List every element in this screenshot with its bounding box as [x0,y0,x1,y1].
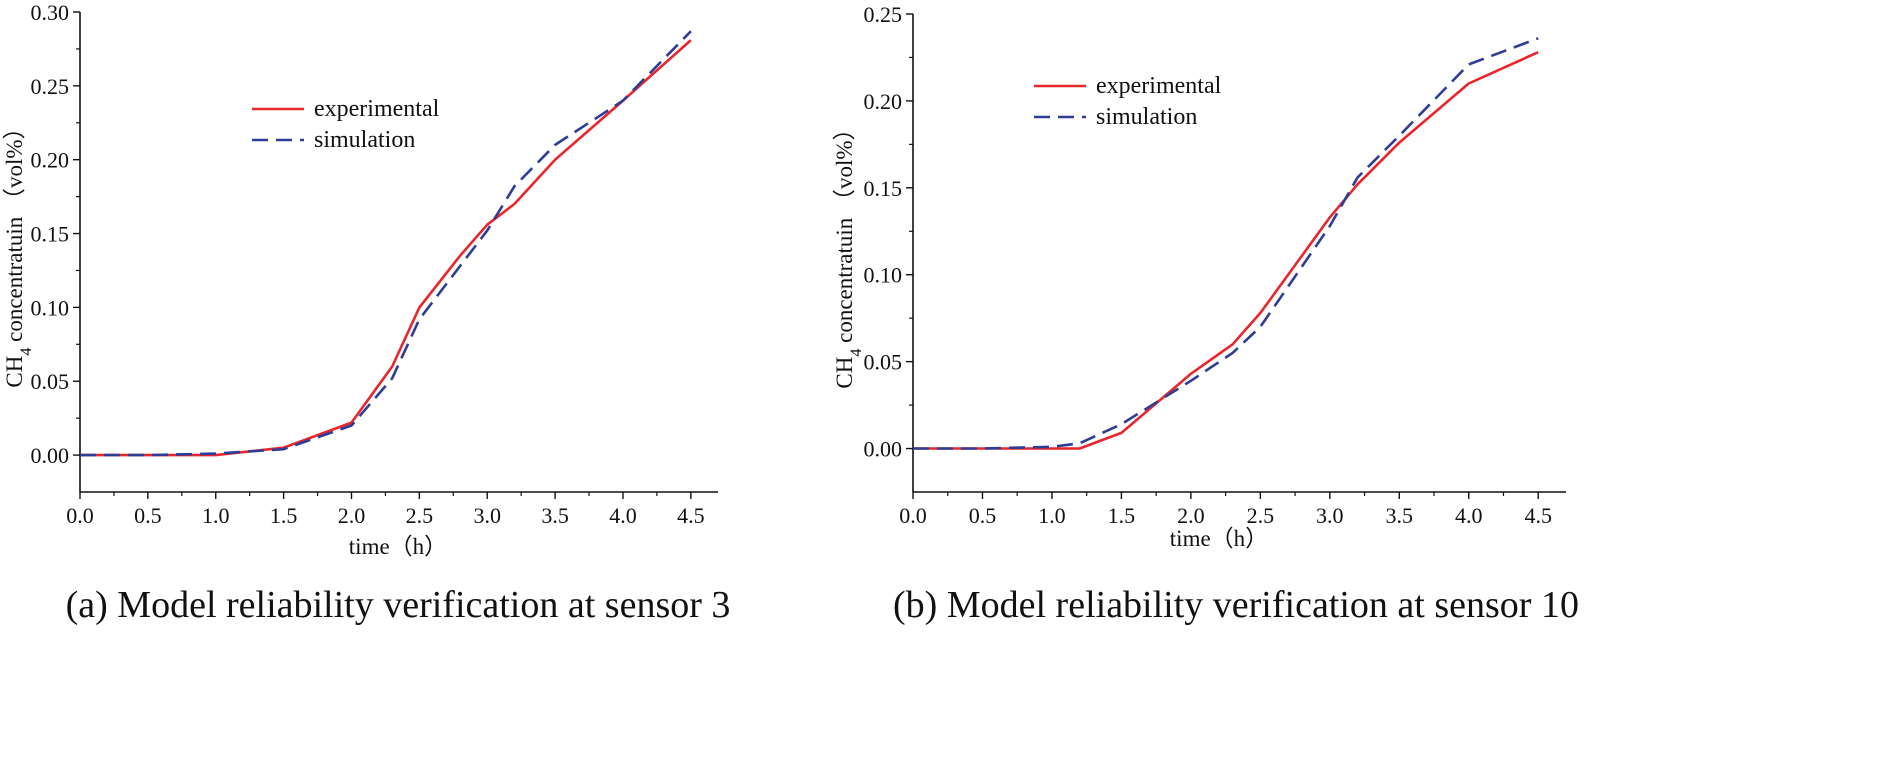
y-axis-label-subscript: 4 [848,349,865,357]
series-line-experimental [80,39,692,457]
x-tick-label: 1.0 [1038,503,1066,528]
y-axis-label-subscript: 4 [18,348,35,356]
panel-caption: (a) Model reliability verification at se… [66,584,731,626]
y-axis-label-prefix: CH [832,357,857,389]
x-tick-label: 1.5 [1108,503,1136,528]
y-axis-label: CH4 concentratuin （vol%） [832,117,865,388]
x-tick-label: 4.0 [1455,503,1483,528]
series-line-simulation [913,37,1539,450]
y-tick-label: 0.05 [31,369,70,394]
legend-label-experimental: experimental [1096,73,1222,99]
x-tick-label: 3.0 [1316,503,1344,528]
panel-caption: (b) Model reliability verification at se… [893,584,1579,626]
legend-label-experimental: experimental [314,96,440,122]
x-tick-label: 2.0 [338,503,366,528]
y-axis-label-prefix: CH [2,356,27,388]
legend-label-simulation: simulation [314,127,415,153]
legend-label-simulation: simulation [1096,104,1197,130]
x-tick-label: 2.5 [1247,503,1275,528]
y-axis-label: CH4 concentratuin （vol%） [2,116,35,387]
x-tick-label: 3.5 [541,503,569,528]
x-axis-label: time（h） [1170,526,1268,551]
x-tick-label: 4.0 [609,503,637,528]
x-tick-label: 0.5 [969,503,997,528]
x-tick-label: 0.0 [66,503,94,528]
x-axis-label: time（h） [349,534,447,559]
y-axis-label-suffix: concentratuin （vol%） [2,116,27,347]
y-tick-label: 0.05 [864,350,903,375]
y-tick-label: 0.10 [864,263,903,288]
chart-panel-a: 0.0 0.5 1.0 1.5 2.0 2.5 3.0 3.5 4.0 4.5 0.00 0.05 0.… [2,0,730,626]
y-axis-label-suffix: concentratuin （vol%） [832,117,857,348]
y-tick-label: 0.00 [864,437,903,462]
x-tick-label: 0.5 [134,503,162,528]
x-tick-label: 1.5 [270,503,298,528]
x-tick-label: 3.5 [1386,503,1414,528]
series-line-simulation [80,30,692,457]
x-tick-label: 0.0 [899,503,927,528]
y-tick-label: 0.15 [864,176,903,201]
y-tick-label: 0.15 [31,222,70,247]
chart-panel-b: 0.0 0.5 1.0 1.5 2.0 2.5 3.0 3.5 4.0 4.5 0.00 0.05 0.… [832,2,1579,626]
x-tick-label: 1.0 [202,503,230,528]
x-tick-label: 4.5 [1524,503,1552,528]
series-line-experimental [913,51,1539,450]
y-tick-label: 0.30 [31,0,70,25]
y-tick-label: 0.20 [31,148,70,173]
y-tick-label: 0.00 [31,443,70,468]
x-tick-label: 4.5 [677,503,705,528]
y-tick-label: 0.10 [31,295,70,320]
x-tick-label: 2.5 [406,503,434,528]
x-tick-label: 3.0 [473,503,501,528]
y-tick-label: 0.20 [864,89,903,114]
y-tick-label: 0.25 [31,74,70,99]
x-tick-label: 2.0 [1177,503,1205,528]
y-tick-label: 0.25 [864,2,903,27]
